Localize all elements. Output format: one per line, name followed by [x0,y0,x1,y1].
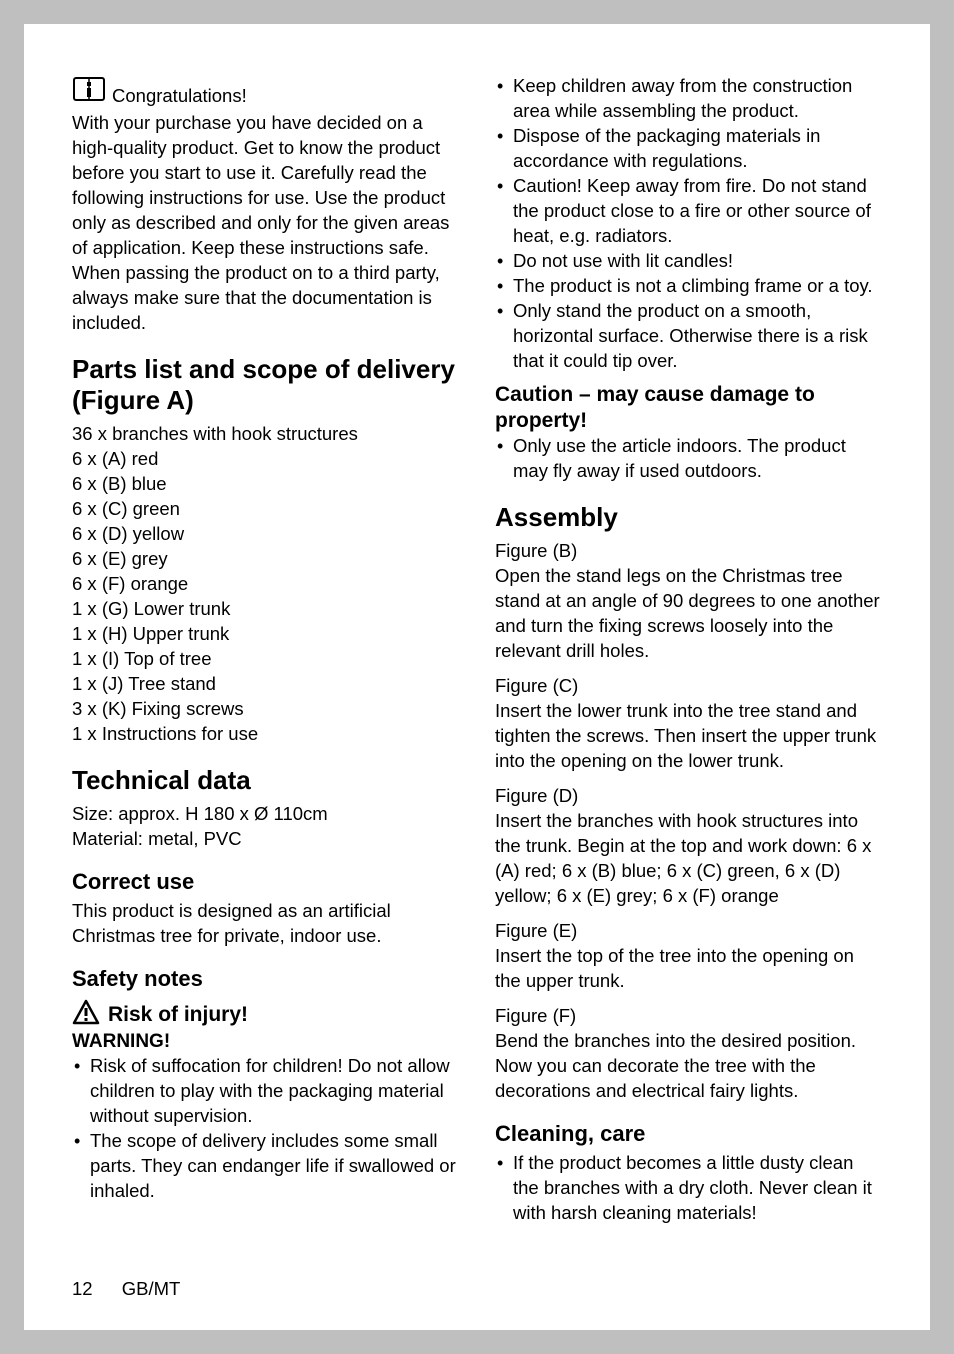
caution-heading: Caution – may cause damage to property! [495,382,882,435]
safety-bullet: Caution! Keep away from fire. Do not sta… [495,174,882,249]
information-booklet-icon [72,74,106,109]
parts-heading: Parts list and scope of delivery (Figure… [72,354,459,416]
parts-line: 1 x (G) Lower trunk [72,597,459,622]
technical-heading: Technical data [72,765,459,796]
cleaning-heading: Cleaning, care [495,1120,882,1148]
parts-list: 36 x branches with hook structures 6 x (… [72,422,459,747]
figure-label: Figure (D) [495,784,882,809]
document-page: Congratulations! With your purchase you … [24,24,930,1330]
figure-text: Insert the branches with hook structures… [495,809,882,909]
page-footer: 12 GB/MT [72,1258,882,1300]
left-column: Congratulations! With your purchase you … [72,74,459,1258]
cleaning-bullet: If the product becomes a little dusty cl… [495,1151,882,1226]
safety-bullet: Risk of suffocation for children! Do not… [72,1054,459,1129]
risk-of-injury-line: Risk of injury! [72,999,459,1030]
parts-line: 1 x (J) Tree stand [72,672,459,697]
safety-bullet: Dispose of the packaging materials in ac… [495,124,882,174]
intro-greeting: Congratulations! [112,84,247,109]
parts-line: 36 x branches with hook structures [72,422,459,447]
figure-block: Figure (D) Insert the branches with hook… [495,784,882,909]
parts-line: 6 x (F) orange [72,572,459,597]
figure-text: Insert the top of the tree into the open… [495,944,882,994]
content-columns: Congratulations! With your purchase you … [72,74,882,1258]
safety-bullet: The scope of delivery includes some smal… [72,1129,459,1204]
warning-label: WARNING! [72,1030,459,1055]
caution-bullet: Only use the article indoors. The produc… [495,434,882,484]
parts-line: 6 x (D) yellow [72,522,459,547]
technical-material: Material: metal, PVC [72,827,459,852]
safety-bullet: Do not use with lit candles! [495,249,882,274]
correct-use-text: This product is designed as an artificia… [72,899,459,949]
page-number: 12 [72,1278,93,1299]
footer-region: GB/MT [122,1278,181,1299]
parts-line: 6 x (C) green [72,497,459,522]
figure-block: Figure (B) Open the stand legs on the Ch… [495,539,882,664]
figure-label: Figure (F) [495,1004,882,1029]
intro-paragraph: With your purchase you have decided on a… [72,111,459,336]
intro-greeting-line: Congratulations! [72,74,459,109]
figure-text: Open the stand legs on the Christmas tre… [495,564,882,664]
right-column: Keep children away from the construction… [495,74,882,1258]
safety-bullet: The product is not a climbing frame or a… [495,274,882,299]
cleaning-bullets: If the product becomes a little dusty cl… [495,1151,882,1226]
parts-line: 1 x Instructions for use [72,722,459,747]
parts-line: 6 x (A) red [72,447,459,472]
safety-bullet: Keep children away from the construction… [495,74,882,124]
figure-label: Figure (B) [495,539,882,564]
figure-block: Figure (C) Insert the lower trunk into t… [495,674,882,774]
caution-bullets: Only use the article indoors. The produc… [495,434,882,484]
parts-line: 6 x (E) grey [72,547,459,572]
risk-of-injury-label: Risk of injury! [108,1001,248,1028]
figure-block: Figure (F) Bend the branches into the de… [495,1004,882,1104]
assembly-heading: Assembly [495,502,882,533]
correct-use-heading: Correct use [72,868,459,896]
figure-text: Bend the branches into the desired posit… [495,1029,882,1104]
safety-notes-heading: Safety notes [72,965,459,993]
parts-line: 6 x (B) blue [72,472,459,497]
safety-bullets-right: Keep children away from the construction… [495,74,882,374]
figure-block: Figure (E) Insert the top of the tree in… [495,919,882,994]
parts-line: 1 x (H) Upper trunk [72,622,459,647]
figure-text: Insert the lower trunk into the tree sta… [495,699,882,774]
parts-line: 1 x (I) Top of tree [72,647,459,672]
parts-line: 3 x (K) Fixing screws [72,697,459,722]
safety-bullet: Only stand the product on a smooth, hori… [495,299,882,374]
warning-triangle-icon [72,999,100,1030]
technical-size: Size: approx. H 180 x Ø 110cm [72,802,459,827]
figure-label: Figure (C) [495,674,882,699]
figure-label: Figure (E) [495,919,882,944]
safety-bullets-left: Risk of suffocation for children! Do not… [72,1054,459,1204]
